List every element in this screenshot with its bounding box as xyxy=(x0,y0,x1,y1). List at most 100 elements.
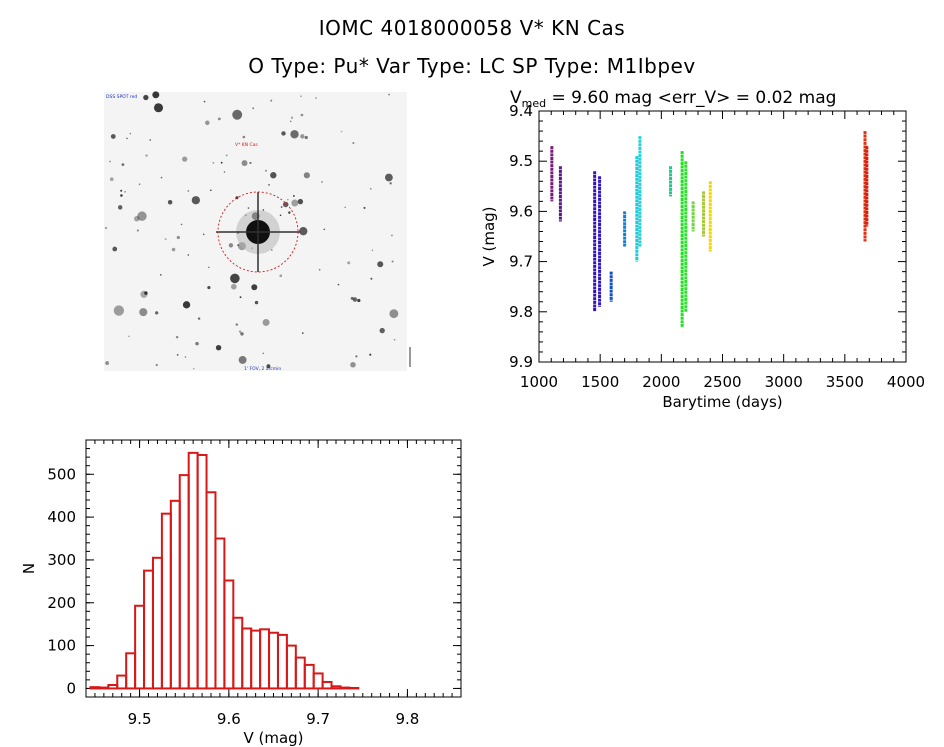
y-axis-label: V (mag) xyxy=(480,206,498,266)
y-tick-label: 9.7 xyxy=(509,253,533,271)
field-star xyxy=(155,311,159,315)
field-star xyxy=(300,134,305,139)
field-star xyxy=(176,235,180,240)
field-star xyxy=(300,95,302,97)
field-star xyxy=(357,298,361,303)
x-tick-label: 2500 xyxy=(703,373,741,391)
histogram-bar xyxy=(294,656,306,690)
field-star xyxy=(247,207,250,209)
field-star xyxy=(230,283,237,290)
field-star xyxy=(120,189,123,192)
field-star xyxy=(180,223,183,226)
y-tick-label: 100 xyxy=(47,637,76,655)
field-star xyxy=(124,190,126,193)
field-star xyxy=(262,209,265,211)
field-star xyxy=(369,187,372,190)
field-star xyxy=(352,142,355,145)
field-star xyxy=(299,227,308,236)
field-star xyxy=(323,228,326,231)
field-star xyxy=(252,107,255,110)
field-star xyxy=(238,330,242,333)
field-star xyxy=(393,338,396,341)
x-tick-label: 9.6 xyxy=(217,710,241,728)
field-star xyxy=(287,198,289,201)
field-star xyxy=(363,206,366,209)
field-star xyxy=(350,361,356,368)
histogram-bar xyxy=(232,616,244,690)
field-star xyxy=(109,177,114,182)
x-tick-label: 9.8 xyxy=(395,710,419,728)
histogram-bar xyxy=(259,628,271,690)
field-star xyxy=(288,211,291,214)
histogram-bar xyxy=(196,453,208,690)
field-star xyxy=(290,130,299,139)
field-star xyxy=(337,283,340,286)
histogram-bar xyxy=(205,491,217,690)
field-star xyxy=(197,317,201,320)
field-star xyxy=(262,318,270,326)
y-tick-label: 500 xyxy=(47,465,76,483)
field-star xyxy=(282,201,289,208)
field-star xyxy=(212,162,215,164)
field-star xyxy=(237,244,239,246)
histogram-bar xyxy=(303,663,315,690)
field-star xyxy=(352,297,358,302)
field-star xyxy=(176,354,179,356)
field-star xyxy=(113,305,125,316)
field-star xyxy=(228,243,234,248)
field-star xyxy=(210,189,212,192)
x-tick-label: 4000 xyxy=(887,373,925,391)
field-star xyxy=(369,353,372,356)
field-star xyxy=(340,130,343,133)
field-star xyxy=(315,97,317,99)
field-star xyxy=(391,260,394,263)
field-star xyxy=(138,183,141,186)
field-star xyxy=(160,176,163,179)
field-star xyxy=(235,323,238,326)
field-star xyxy=(207,285,211,290)
field-star xyxy=(377,261,384,268)
histogram-bar xyxy=(339,686,351,690)
x-axis-label: Barytime (days) xyxy=(662,393,782,411)
light-curve-title: Vmed = 9.60 mag <err_V> = 0.02 mag xyxy=(510,88,836,110)
field-star xyxy=(249,161,252,165)
field-star xyxy=(230,273,240,284)
field-star xyxy=(347,261,351,265)
field-star xyxy=(297,198,304,205)
field-star xyxy=(223,171,226,173)
y-tick-label: 9.8 xyxy=(509,303,533,321)
y-tick-label: 0 xyxy=(66,679,76,697)
field-star xyxy=(139,308,148,317)
field-star xyxy=(220,161,223,164)
aperture-circle xyxy=(217,191,299,273)
field-star xyxy=(105,361,110,365)
field-star xyxy=(242,135,246,139)
field-star xyxy=(171,247,176,252)
field-star xyxy=(391,234,393,237)
field-star xyxy=(300,113,304,117)
bottom-label: 1' FOV, 2 arcmin xyxy=(244,366,281,372)
field-star xyxy=(129,132,132,135)
field-star xyxy=(251,284,258,291)
field-star xyxy=(280,206,283,208)
field-star xyxy=(268,184,270,186)
x-axis-label: V (mag) xyxy=(243,729,303,747)
field-star xyxy=(384,173,393,182)
chart-subtitle: O Type: Pu* Var Type: LC SP Type: M1Ibpe… xyxy=(248,54,696,78)
field-star xyxy=(389,309,399,319)
histogram-bar xyxy=(125,652,137,690)
target-label: V* KN Cas xyxy=(235,142,258,148)
histogram-bar xyxy=(187,451,199,690)
histogram-bar xyxy=(330,685,342,690)
field-star xyxy=(289,120,292,123)
plot-frame xyxy=(85,439,462,698)
x-tick-label: 2000 xyxy=(642,373,680,391)
y-tick-label: 300 xyxy=(47,551,76,569)
field-star xyxy=(120,194,123,197)
field-star xyxy=(217,117,221,121)
field-star xyxy=(159,273,162,276)
histogram-bar xyxy=(214,537,226,690)
field-star xyxy=(238,356,247,364)
field-star xyxy=(175,335,179,339)
